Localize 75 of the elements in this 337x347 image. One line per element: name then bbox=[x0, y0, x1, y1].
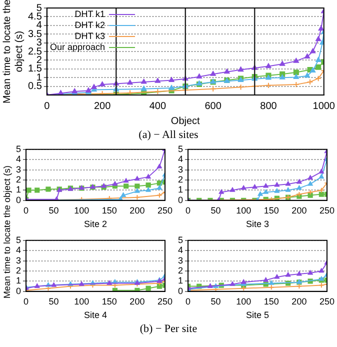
x-tick-label: 250 bbox=[157, 205, 173, 216]
y-tick-label: 0 bbox=[16, 194, 22, 205]
x-axis-title: Site 5 bbox=[246, 310, 270, 320]
x-tick-label: 100 bbox=[236, 205, 252, 216]
x-tick-label: 200 bbox=[292, 205, 307, 216]
x-tick-label: 600 bbox=[204, 100, 222, 112]
y-tick-label: 5 bbox=[16, 234, 22, 245]
y-tick-label: 2 bbox=[16, 174, 22, 184]
y-tick-label: 3 bbox=[16, 255, 22, 266]
x-tick-label: 50 bbox=[210, 205, 221, 216]
y-tick-label: 3 bbox=[16, 164, 22, 174]
x-tick-label: 150 bbox=[102, 205, 117, 216]
y-axis-title: Mean time to locate the object (s) bbox=[2, 0, 25, 104]
x-tick-label: 100 bbox=[74, 296, 90, 306]
y-axis-title: Mean time to locate the object (s) bbox=[2, 165, 12, 299]
y-tick-label: 2 bbox=[16, 265, 22, 276]
x-tick-label: 200 bbox=[130, 296, 145, 306]
y-tick-label: 1 bbox=[178, 276, 184, 286]
y-tick-label: 1 bbox=[178, 184, 184, 195]
x-axis-title: Object bbox=[170, 116, 200, 127]
legend-label: DHT k2 bbox=[74, 20, 106, 31]
y-tick-label: 5 bbox=[36, 2, 42, 14]
y-tick-label: 4 bbox=[178, 245, 184, 256]
x-tick-label: 200 bbox=[130, 205, 145, 216]
y-tick-label: 0.5 bbox=[28, 81, 42, 92]
y-tick-label: 4 bbox=[16, 154, 22, 164]
y-tick-label: 0 bbox=[178, 286, 184, 296]
text: (b) − Per site bbox=[140, 323, 198, 335]
x-tick-label: 1000 bbox=[312, 100, 336, 112]
y-tick-label: 5 bbox=[178, 144, 184, 154]
y-tick-label: 5 bbox=[16, 144, 22, 154]
x-tick-label: 0 bbox=[44, 100, 50, 112]
text: (a) − All sites bbox=[138, 129, 198, 141]
legend-label: DHT k1 bbox=[74, 9, 106, 20]
x-axis-title: Site 3 bbox=[246, 219, 270, 230]
x-tick-label: 100 bbox=[74, 205, 90, 216]
x-tick-label: 50 bbox=[48, 296, 59, 306]
x-tick-label: 50 bbox=[48, 205, 59, 216]
x-tick-label: 800 bbox=[260, 100, 278, 112]
x-tick-label: 200 bbox=[94, 100, 112, 112]
y-tick-label: 2 bbox=[178, 174, 184, 184]
y-tick-label: 4 bbox=[16, 245, 22, 256]
y-tick-label: 3 bbox=[36, 38, 42, 49]
x-tick-label: 250 bbox=[157, 296, 173, 306]
x-tick-label: 150 bbox=[102, 296, 117, 306]
x-tick-label: 400 bbox=[149, 100, 166, 112]
y-tick-label: 1 bbox=[16, 276, 22, 286]
x-tick-label: 150 bbox=[264, 205, 279, 216]
y-tick-label: 3.5 bbox=[28, 28, 42, 40]
x-tick-label: 100 bbox=[236, 296, 252, 306]
y-tick-label: 2.5 bbox=[28, 46, 42, 58]
x-tick-label: 0 bbox=[186, 296, 191, 306]
x-tick-label: 50 bbox=[210, 296, 221, 306]
y-tick-label: 1.5 bbox=[28, 64, 42, 75]
y-tick-label: 4 bbox=[178, 154, 184, 164]
y-tick-label: 3 bbox=[178, 164, 184, 174]
legend-label: DHT k3 bbox=[74, 31, 106, 42]
y-tick-label: 5 bbox=[178, 234, 184, 245]
x-tick-label: 0 bbox=[186, 205, 191, 216]
y-tick-label: 1 bbox=[36, 72, 42, 84]
y-tick-label: 2 bbox=[178, 265, 184, 276]
x-tick-label: 250 bbox=[319, 296, 335, 306]
y-tick-label: 2 bbox=[36, 54, 42, 66]
x-axis-title: Site 2 bbox=[84, 219, 108, 230]
x-tick-label: 150 bbox=[264, 296, 279, 306]
y-tick-label: 4.5 bbox=[28, 11, 42, 22]
y-tick-label: 4 bbox=[36, 20, 42, 32]
y-tick-label: 0 bbox=[178, 194, 184, 205]
y-tick-label: 3 bbox=[178, 255, 184, 266]
x-axis-title: Site 4 bbox=[84, 310, 108, 320]
legend-label: Our approach bbox=[50, 42, 106, 53]
y-tick-label: 1 bbox=[16, 184, 22, 195]
x-tick-label: 250 bbox=[319, 205, 335, 216]
x-tick-label: 200 bbox=[292, 296, 307, 306]
y-tick-label: 0 bbox=[16, 286, 22, 296]
